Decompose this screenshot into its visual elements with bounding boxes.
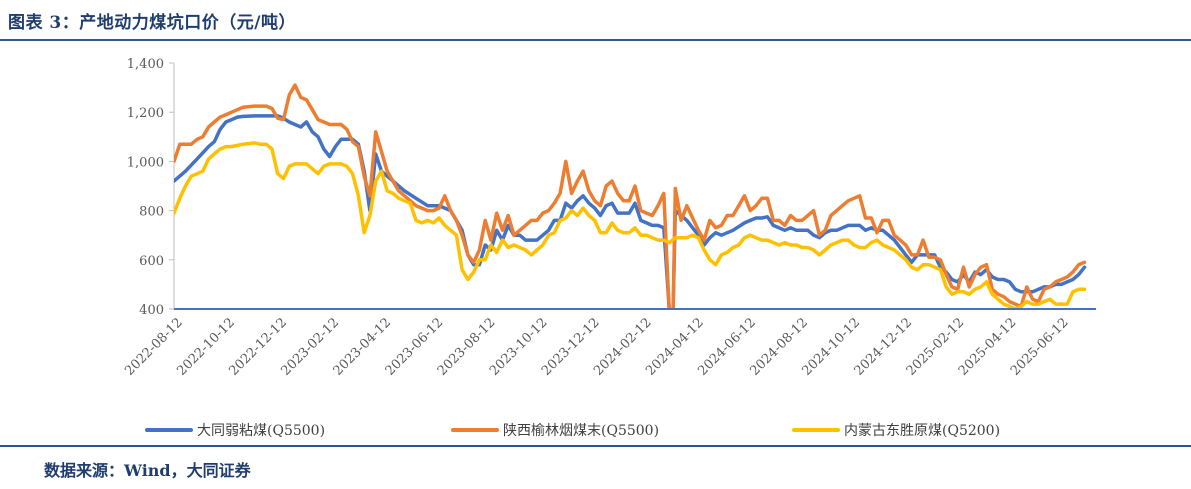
legend-label-3: 内蒙古东胜原煤(Q5200) <box>844 423 1000 439</box>
series-line-3 <box>174 141 1087 308</box>
y-tick-label: 800 <box>139 205 164 220</box>
source-note: 数据来源：Wind，大同证券 <box>44 461 251 480</box>
figure-title: 图表 3：产地动力煤坑口价（元/吨） <box>8 13 296 33</box>
y-tick-label: 600 <box>139 254 164 269</box>
y-tick-label: 1,200 <box>127 106 164 121</box>
series-layer <box>174 83 1087 308</box>
footer-divider <box>0 445 1191 447</box>
y-tick-label: 1,000 <box>127 155 164 170</box>
y-tick-label: 400 <box>139 303 164 318</box>
title-divider <box>0 39 1191 41</box>
y-tick-label: 1,400 <box>127 57 164 72</box>
series-line-1 <box>174 114 1087 308</box>
legend-label-2: 陕西榆林烟煤末(Q5500) <box>503 423 659 439</box>
series-line-2 <box>174 83 1087 308</box>
line-chart: 4006008001,0001,2001,4002022-08-122022-1… <box>122 57 1096 439</box>
legend-label-1: 大同弱粘煤(Q5500) <box>197 423 325 439</box>
legend: 大同弱粘煤(Q5500) 陕西榆林烟煤末(Q5500) 内蒙古东胜原煤(Q5200) <box>145 423 1000 439</box>
